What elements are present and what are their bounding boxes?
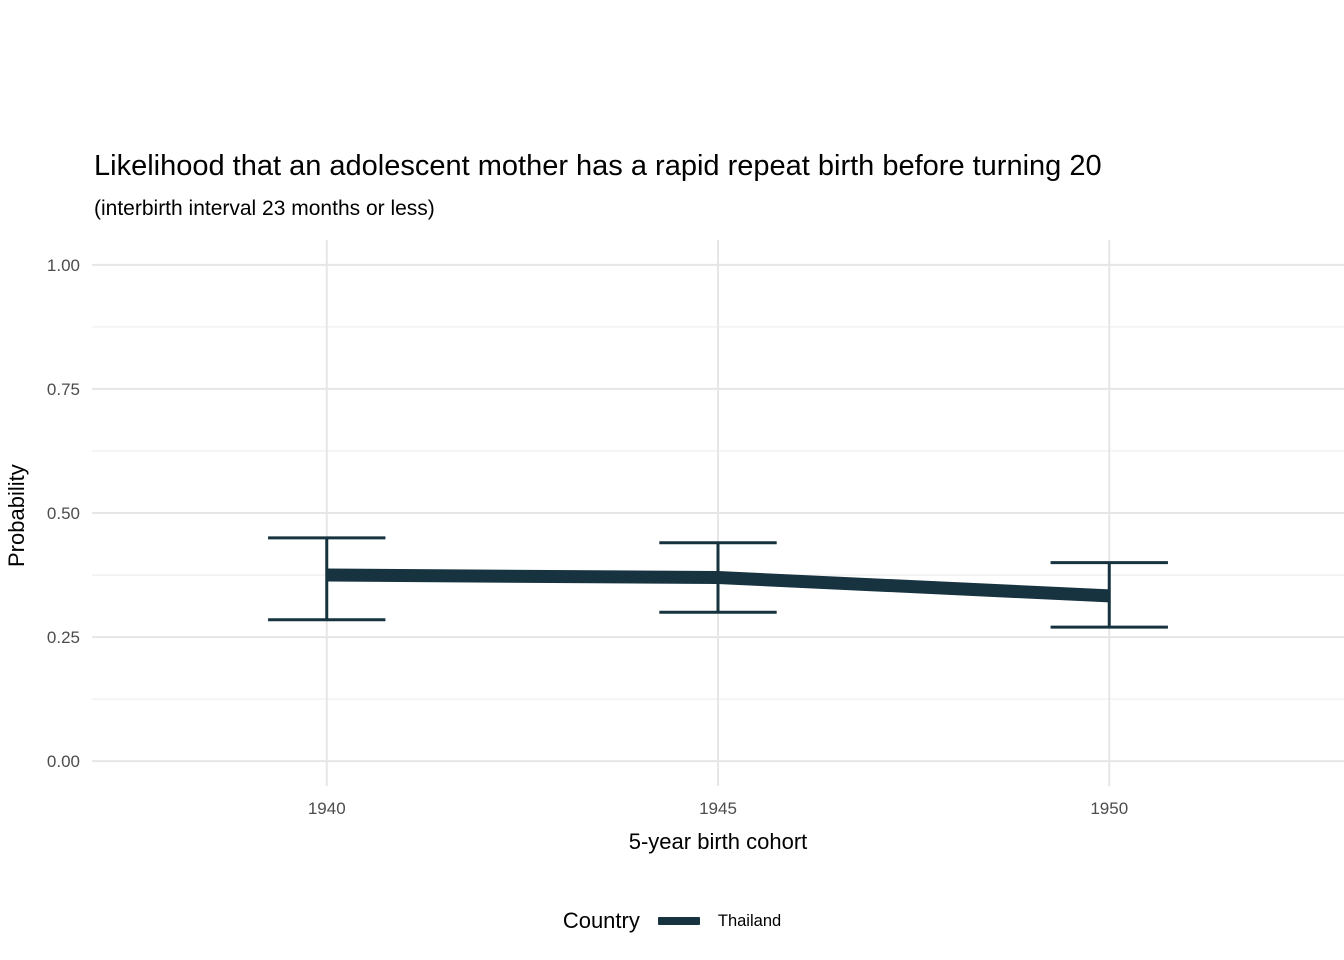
y-tick-label-1.00: 1.00	[47, 256, 80, 275]
x-axis-title: 5-year birth cohort	[628, 829, 808, 854]
y-tick-label-0.50: 0.50	[47, 504, 80, 523]
x-tick-label-1940: 1940	[308, 799, 346, 818]
legend: Country Thailand	[0, 901, 1344, 941]
thailand-line-swatch-icon	[657, 917, 700, 925]
y-tick-label-0.75: 0.75	[47, 380, 80, 399]
legend-title: Country	[562, 908, 640, 933]
series-line-thailand	[326, 568, 1110, 603]
chart-title: Likelihood that an adolescent mother has…	[94, 150, 1102, 182]
y-tick-label-0.00: 0.00	[47, 752, 80, 771]
x-tick-label-1945: 1945	[699, 799, 737, 818]
y-tick-label-0.25: 0.25	[47, 628, 80, 647]
y-axis-title: Probability	[4, 464, 29, 567]
legend-label-thailand: Thailand	[717, 911, 782, 930]
chart-subtitle: (interbirth interval 23 months or less)	[94, 197, 435, 220]
x-tick-label-1950: 1950	[1090, 799, 1128, 818]
